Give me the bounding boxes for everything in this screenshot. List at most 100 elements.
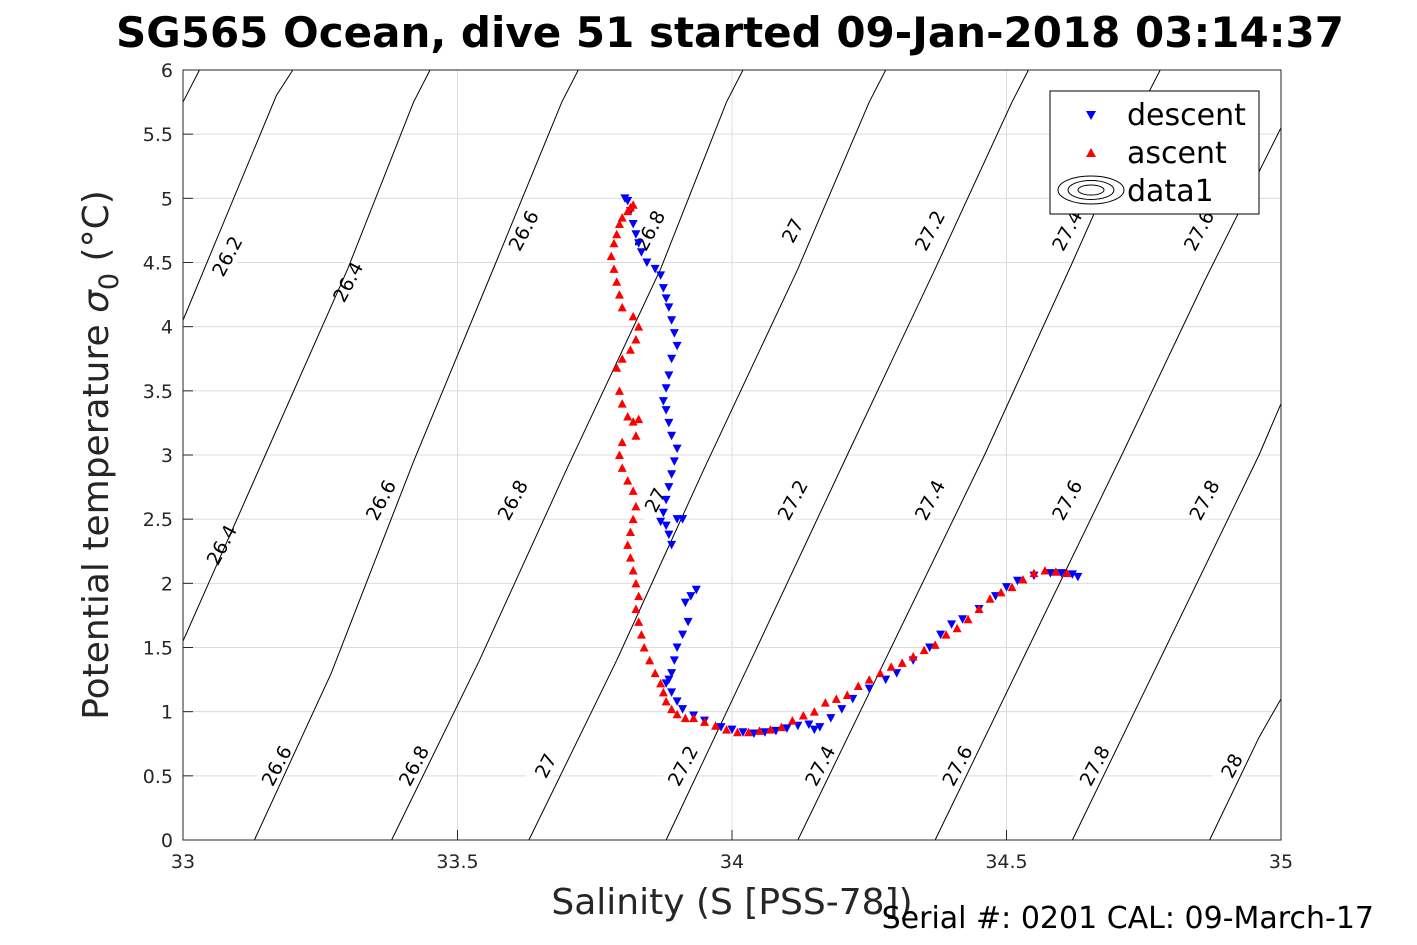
y-tick-label: 4	[161, 317, 173, 339]
descent-point	[678, 630, 688, 640]
ascent-point	[617, 354, 627, 363]
ascent-point	[897, 658, 907, 667]
ascent-point	[614, 219, 624, 228]
descent-point	[634, 239, 644, 248]
ascent-point	[853, 681, 863, 690]
descent-point	[749, 729, 759, 738]
isopycnal-line	[182, 69, 200, 103]
y-tick-label: 4.5	[143, 253, 173, 275]
isopycnal-label-bg	[1073, 740, 1116, 791]
descent-point	[669, 457, 679, 466]
descent-point	[678, 705, 688, 714]
legend-descent-marker	[1086, 111, 1096, 120]
isopycnal-label-bg	[205, 231, 248, 282]
ascent-point	[809, 707, 819, 716]
ascent-point	[952, 623, 962, 633]
descent-point	[936, 630, 946, 640]
y-tick-label: 6	[161, 60, 173, 82]
ascent-point	[614, 386, 624, 395]
descent-point	[636, 248, 646, 257]
ascent-point	[656, 678, 666, 688]
descent-point	[815, 723, 825, 732]
ascent-point	[711, 721, 721, 730]
y-tick-label: 2	[161, 573, 173, 595]
descent-point	[1045, 569, 1055, 578]
ascent-point	[765, 725, 775, 734]
isopycnal-label-bg	[908, 205, 951, 256]
descent-point	[661, 294, 671, 303]
ascent-point	[625, 345, 635, 354]
ascent-point	[831, 694, 841, 703]
ascent-point	[628, 311, 638, 321]
y-tick-label: 0.5	[143, 766, 173, 788]
ascent-point	[617, 302, 627, 312]
ascent-point	[1040, 566, 1050, 575]
descent-point	[1002, 583, 1011, 592]
isopycnal-label-bg	[491, 474, 534, 525]
isopycnal-label-bg	[200, 519, 243, 570]
descent-point	[658, 397, 668, 406]
descent-point	[658, 284, 668, 293]
x-tick-label: 33.5	[436, 851, 478, 873]
ascent-point	[634, 322, 644, 331]
descent-point	[661, 406, 671, 415]
descent-point	[809, 725, 819, 735]
descent-point	[686, 592, 696, 601]
descent-point	[661, 495, 671, 505]
ascent-point	[634, 414, 644, 424]
ascent-point	[743, 727, 753, 737]
descent-point	[1067, 570, 1077, 579]
legend-ascent-label: ascent	[1127, 136, 1227, 171]
ascent-point	[631, 335, 641, 344]
ascent-point	[617, 399, 627, 408]
ascent-point	[628, 566, 638, 575]
ascent-point	[1051, 567, 1061, 576]
descent-point	[837, 705, 847, 714]
descent-point	[623, 196, 633, 206]
ascent-point	[842, 690, 852, 699]
descent-point	[691, 585, 701, 595]
descent-point	[672, 697, 682, 706]
descent-point	[631, 230, 641, 239]
isopycnal-label-bg	[359, 474, 402, 525]
ascent-point	[628, 486, 638, 495]
descent-point	[667, 470, 677, 479]
descent-point	[672, 444, 682, 454]
ascent-point	[963, 614, 973, 624]
ascent-point	[609, 238, 619, 248]
isopycnal-line	[182, 69, 431, 642]
descent-point	[664, 530, 674, 540]
ascent-point	[612, 363, 622, 372]
descent-point	[658, 508, 668, 518]
serial-cal-note: Serial #: 0201 CAL: 09-March-17	[882, 901, 1374, 936]
ascent-point	[661, 696, 671, 706]
ascent-point	[650, 668, 660, 678]
y-axis-label: Potential temperature σ0 (°C)	[76, 190, 125, 720]
legend-contour-icon	[1057, 175, 1125, 205]
descent-point	[782, 724, 792, 733]
ascent-point	[700, 717, 710, 726]
isopycnal-label-bg	[392, 740, 435, 791]
isopycnal-line	[665, 69, 1029, 841]
ascent-point	[722, 725, 732, 734]
descent-point	[683, 617, 693, 627]
ascent-point	[614, 290, 624, 299]
ascent-point	[820, 698, 830, 707]
ascent-point	[908, 651, 918, 661]
ascent-point	[1018, 574, 1028, 584]
descent-point	[892, 669, 902, 678]
ascent-point	[864, 675, 874, 684]
descent-point	[716, 723, 726, 732]
ascent-point	[625, 527, 635, 536]
ascent-point	[609, 264, 619, 273]
isopycnal-label-bg	[1210, 740, 1253, 791]
ascent-point	[941, 630, 951, 639]
ascent-point	[639, 643, 649, 652]
isopycnal-line	[253, 69, 579, 841]
ascent-point	[798, 711, 808, 720]
legend-descent-label: descent	[1127, 98, 1246, 133]
ascent-point	[672, 709, 682, 719]
ascent-point	[631, 604, 641, 613]
ascent-point	[606, 251, 616, 261]
